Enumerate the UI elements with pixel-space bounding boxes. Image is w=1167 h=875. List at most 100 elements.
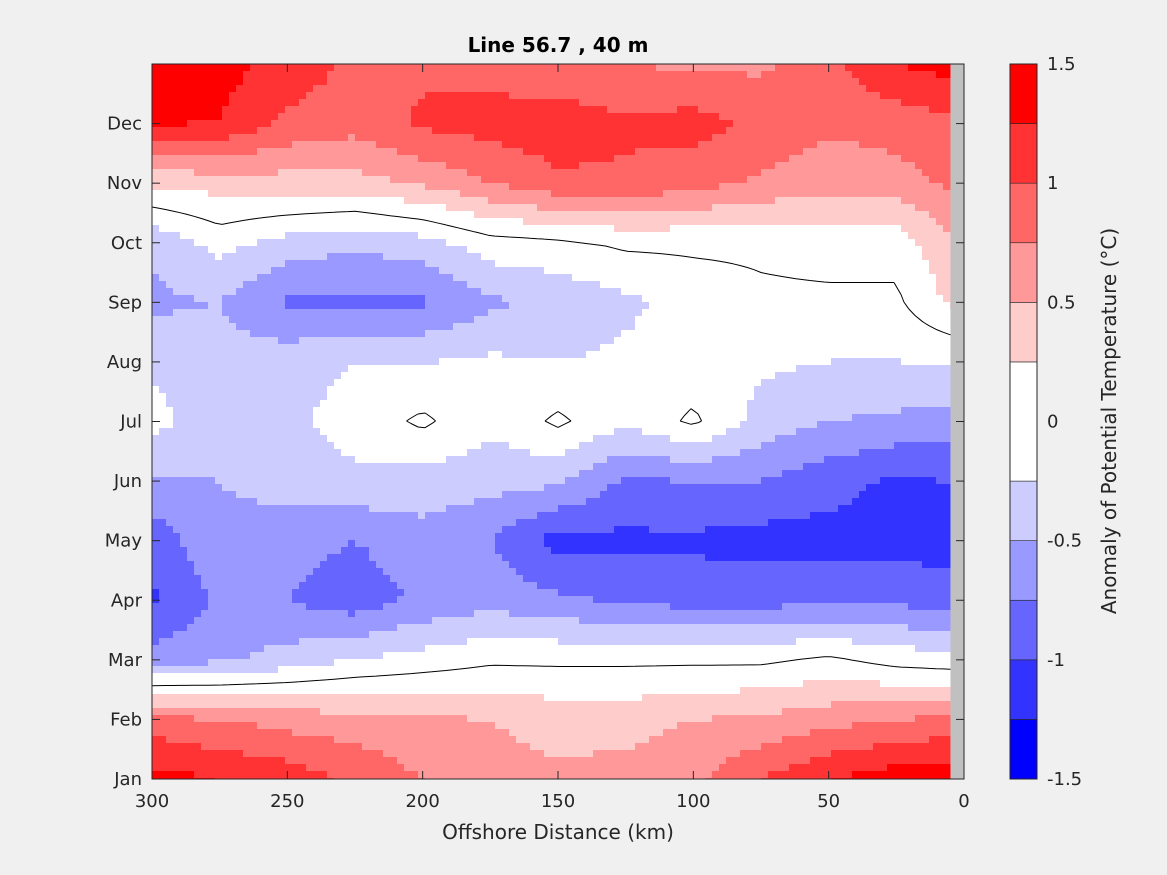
contour-cell <box>810 99 818 107</box>
contour-cell <box>761 274 769 282</box>
contour-cell <box>355 64 363 72</box>
contour-cell <box>299 260 307 268</box>
contour-cell <box>285 120 293 128</box>
contour-cell <box>915 211 923 219</box>
contour-cell <box>173 169 181 177</box>
contour-cell <box>397 120 405 128</box>
contour-cell <box>334 330 342 338</box>
contour-cell <box>530 64 538 72</box>
contour-cell <box>509 141 517 149</box>
contour-cell <box>257 106 265 114</box>
contour-cell <box>432 337 440 345</box>
contour-cell <box>488 120 496 128</box>
contour-cell <box>845 253 853 261</box>
contour-cell <box>747 246 755 254</box>
contour-cell <box>467 288 475 296</box>
contour-cell <box>243 295 251 303</box>
contour-cell <box>320 330 328 338</box>
contour-cell <box>306 113 314 121</box>
contour-cell <box>320 71 328 79</box>
contour-cell <box>523 260 531 268</box>
contour-cell <box>698 344 706 352</box>
contour-cell <box>502 113 510 121</box>
contour-cell <box>201 281 209 289</box>
contour-cell <box>740 330 748 338</box>
contour-cell <box>474 232 482 240</box>
contour-cell <box>733 218 741 226</box>
contour-cell <box>404 106 412 114</box>
contour-cell <box>824 183 832 191</box>
contour-cell <box>824 239 832 247</box>
contour-cell <box>936 92 944 100</box>
contour-cell <box>943 281 951 289</box>
contour-cell <box>460 127 468 135</box>
contour-cell <box>887 106 895 114</box>
contour-cell <box>229 337 237 345</box>
contour-cell <box>831 85 839 93</box>
contour-cell <box>383 162 391 170</box>
contour-cell <box>677 148 685 156</box>
contour-cell <box>278 337 286 345</box>
contour-cell <box>768 148 776 156</box>
contour-cell <box>691 274 699 282</box>
contour-cell <box>852 197 860 205</box>
contour-cell <box>894 176 902 184</box>
contour-cell <box>880 302 888 310</box>
contour-cell <box>411 78 419 86</box>
contour-cell <box>915 316 923 324</box>
contour-cell <box>460 309 468 317</box>
contour-cell <box>901 127 909 135</box>
contour-cell <box>173 162 181 170</box>
contour-cell <box>334 71 342 79</box>
contour-cell <box>222 323 230 331</box>
contour-cell <box>208 92 216 100</box>
contour-cell <box>348 267 356 275</box>
contour-cell <box>390 155 398 163</box>
contour-cell <box>929 64 937 72</box>
contour-cell <box>677 218 685 226</box>
contour-cell <box>362 309 370 317</box>
contour-cell <box>425 281 433 289</box>
contour-cell <box>663 169 671 177</box>
contour-cell <box>929 344 937 352</box>
contour-cell <box>698 64 706 72</box>
contour-cell <box>418 281 426 289</box>
contour-cell <box>705 239 713 247</box>
contour-cell <box>432 288 440 296</box>
contour-cell <box>677 337 685 345</box>
contour-cell <box>320 344 328 352</box>
contour-cell <box>453 162 461 170</box>
contour-cell <box>740 127 748 135</box>
contour-cell <box>747 148 755 156</box>
contour-cell <box>271 169 279 177</box>
contour-cell <box>880 323 888 331</box>
contour-cell <box>194 148 202 156</box>
contour-cell <box>796 99 804 107</box>
contour-cell <box>334 162 342 170</box>
contour-cell <box>278 99 286 107</box>
contour-cell <box>572 183 580 191</box>
contour-cell <box>271 155 279 163</box>
contour-cell <box>215 358 223 366</box>
contour-cell <box>369 113 377 121</box>
contour-cell <box>460 64 468 72</box>
contour-cell <box>208 183 216 191</box>
contour-cell <box>502 302 510 310</box>
contour-cell <box>824 288 832 296</box>
contour-cell <box>817 316 825 324</box>
contour-cell <box>264 232 272 240</box>
contour-cell <box>460 92 468 100</box>
contour-cell <box>376 78 384 86</box>
contour-cell <box>789 176 797 184</box>
contour-cell <box>761 246 769 254</box>
contour-cell <box>607 239 615 247</box>
contour-cell <box>803 337 811 345</box>
contour-cell <box>159 288 167 296</box>
contour-cell <box>726 337 734 345</box>
contour-cell <box>292 162 300 170</box>
contour-cell <box>404 323 412 331</box>
contour-cell <box>852 295 860 303</box>
contour-cell <box>495 316 503 324</box>
contour-cell <box>705 323 713 331</box>
contour-cell <box>180 106 188 114</box>
